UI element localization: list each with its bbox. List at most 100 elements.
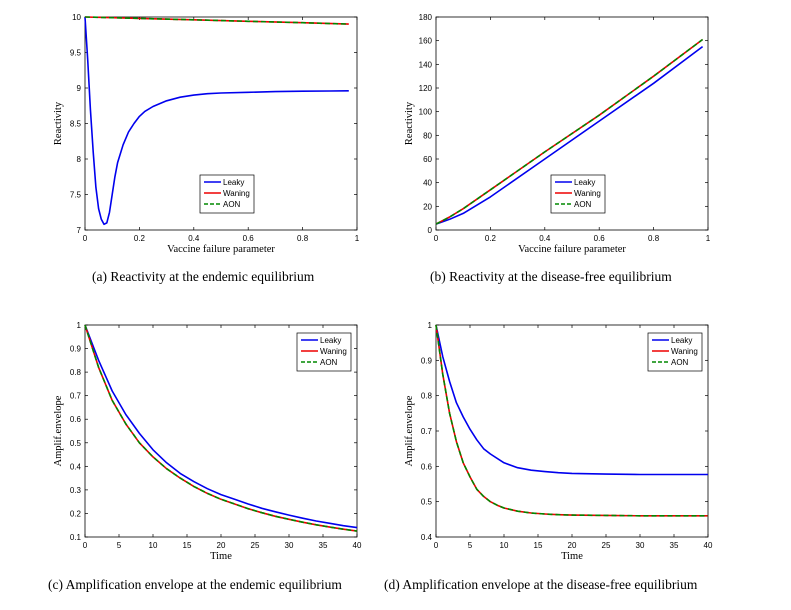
y-tick-label: 0.9: [70, 345, 82, 354]
x-tick-label: 20: [217, 541, 226, 550]
chart-c: 0 5 10 15 20 25 30 35 40 0.1 0.2 0.3 0.4 0.5 0.6 0.7 0.8…: [53, 321, 362, 562]
x-axis-label: Time: [210, 551, 232, 562]
series-line-leaky: [435, 45, 704, 225]
legend-label-leaky: Leaky: [320, 336, 341, 345]
y-tick-label: 0.1: [70, 533, 82, 542]
series-line-leaky: [84, 16, 349, 226]
legend-label-waning: Waning: [320, 347, 347, 356]
x-axis-label: Vaccine failure parameter: [167, 244, 275, 255]
y-tick-label: 0.7: [70, 392, 82, 401]
y-tick-label: 7: [77, 226, 82, 235]
legend-label-leaky: Leaky: [574, 178, 595, 187]
caption-d: (d) Amplification envelope at the diseas…: [384, 577, 698, 592]
x-tick-label: 1: [355, 234, 360, 243]
y-axis-label: Amplif.envelope: [53, 395, 64, 466]
x-axis-label: Time: [561, 551, 583, 562]
series-line-aon: [435, 38, 704, 225]
x-axis-label: Vaccine failure parameter: [518, 244, 626, 255]
legend-label-waning: Waning: [574, 189, 601, 198]
x-tick-label: 35: [670, 541, 679, 550]
legend: Leaky Waning AON: [199, 174, 255, 214]
series-line-aon: [435, 324, 708, 517]
x-tick-label: 20: [568, 541, 577, 550]
caption-c: (c) Amplification envelope at the endemi…: [48, 577, 342, 592]
y-tick-label: 8.5: [70, 120, 82, 129]
y-tick-label: 9: [77, 84, 82, 93]
y-tick-label: 1: [428, 321, 433, 330]
legend: Leaky Waning AON: [550, 174, 606, 214]
legend: Leaky Waning AON: [647, 332, 703, 372]
chart-a: 0 0.2 0.4 0.6 0.8 1 7 7.5 8 8.5 9 9.5 10 Vaccine fail…: [53, 13, 360, 255]
x-tick-label: 35: [319, 541, 328, 550]
series-line-leaky: [84, 324, 358, 529]
y-tick-label: 20: [423, 202, 432, 211]
x-tick-label: 30: [285, 541, 294, 550]
series-line-aon: [84, 324, 358, 532]
y-tick-label: 120: [419, 84, 433, 93]
chart-b: 0 0.2 0.4 0.6 0.8 1 0 20 40 60 80 100 120 140 160 180 Va…: [404, 13, 711, 255]
x-tick-label: 0: [434, 541, 439, 550]
y-tick-label: 0.2: [70, 509, 82, 518]
x-tick-label: 0.6: [243, 234, 255, 243]
legend-label-aon: AON: [223, 200, 241, 209]
legend-label-leaky: Leaky: [223, 178, 244, 187]
y-tick-label: 1: [77, 321, 82, 330]
x-tick-label: 15: [534, 541, 543, 550]
x-tick-label: 0.2: [134, 234, 146, 243]
chart-d: 0 5 10 15 20 25 30 35 40 0.4 0.5 0.6 0.7 0.8 0.9 1 Time A…: [404, 321, 713, 562]
y-tick-label: 180: [419, 13, 433, 22]
y-tick-label: 40: [423, 179, 432, 188]
y-tick-label: 9.5: [70, 49, 82, 58]
x-tick-label: 5: [468, 541, 473, 550]
y-tick-label: 0.5: [421, 498, 433, 507]
y-tick-label: 0.7: [421, 427, 433, 436]
y-tick-label: 140: [419, 60, 433, 69]
y-tick-label: 0.8: [421, 392, 433, 401]
y-tick-label: 80: [423, 131, 432, 140]
y-tick-label: 0.3: [70, 486, 82, 495]
legend: Leaky Waning AON: [296, 332, 352, 372]
x-tick-label: 15: [183, 541, 192, 550]
x-tick-label: 0.8: [297, 234, 309, 243]
y-axis-label: Reactivity: [53, 101, 64, 145]
x-tick-label: 30: [636, 541, 645, 550]
y-tick-label: 60: [423, 155, 432, 164]
y-tick-label: 0.9: [421, 356, 433, 365]
y-axis-label: Amplif.envelope: [404, 395, 415, 466]
x-tick-label: 1: [706, 234, 711, 243]
x-tick-label: 0: [83, 234, 88, 243]
y-tick-label: 0.8: [70, 368, 82, 377]
x-tick-label: 0.2: [485, 234, 497, 243]
y-tick-label: 0.6: [421, 462, 433, 471]
series-line-leaky: [435, 324, 708, 476]
legend-label-waning: Waning: [671, 347, 698, 356]
y-tick-label: 0: [428, 226, 433, 235]
x-tick-label: 5: [117, 541, 122, 550]
x-tick-label: 0: [83, 541, 88, 550]
x-tick-label: 25: [251, 541, 260, 550]
series-line-aon: [84, 16, 349, 25]
legend-label-aon: AON: [320, 358, 338, 367]
y-tick-label: 0.5: [70, 439, 82, 448]
plot-area-frame: [435, 16, 709, 231]
legend-label-aon: AON: [671, 358, 689, 367]
y-tick-label: 7.5: [70, 191, 82, 200]
y-tick-label: 8: [77, 155, 82, 164]
legend-label-leaky: Leaky: [671, 336, 692, 345]
y-axis-label: Reactivity: [404, 101, 415, 145]
x-tick-label: 25: [602, 541, 611, 550]
caption-a: (a) Reactivity at the endemic equilibriu…: [92, 269, 315, 284]
x-tick-label: 10: [149, 541, 158, 550]
legend-label-aon: AON: [574, 200, 592, 209]
y-tick-label: 160: [419, 37, 433, 46]
x-tick-label: 0.6: [594, 234, 606, 243]
x-tick-label: 0.8: [648, 234, 660, 243]
legend-label-waning: Waning: [223, 189, 250, 198]
y-tick-label: 0.6: [70, 415, 82, 424]
y-tick-label: 0.4: [421, 533, 433, 542]
x-tick-label: 0.4: [539, 234, 551, 243]
x-tick-label: 40: [353, 541, 362, 550]
caption-b: (b) Reactivity at the disease-free equil…: [430, 269, 672, 284]
x-tick-label: 40: [704, 541, 713, 550]
